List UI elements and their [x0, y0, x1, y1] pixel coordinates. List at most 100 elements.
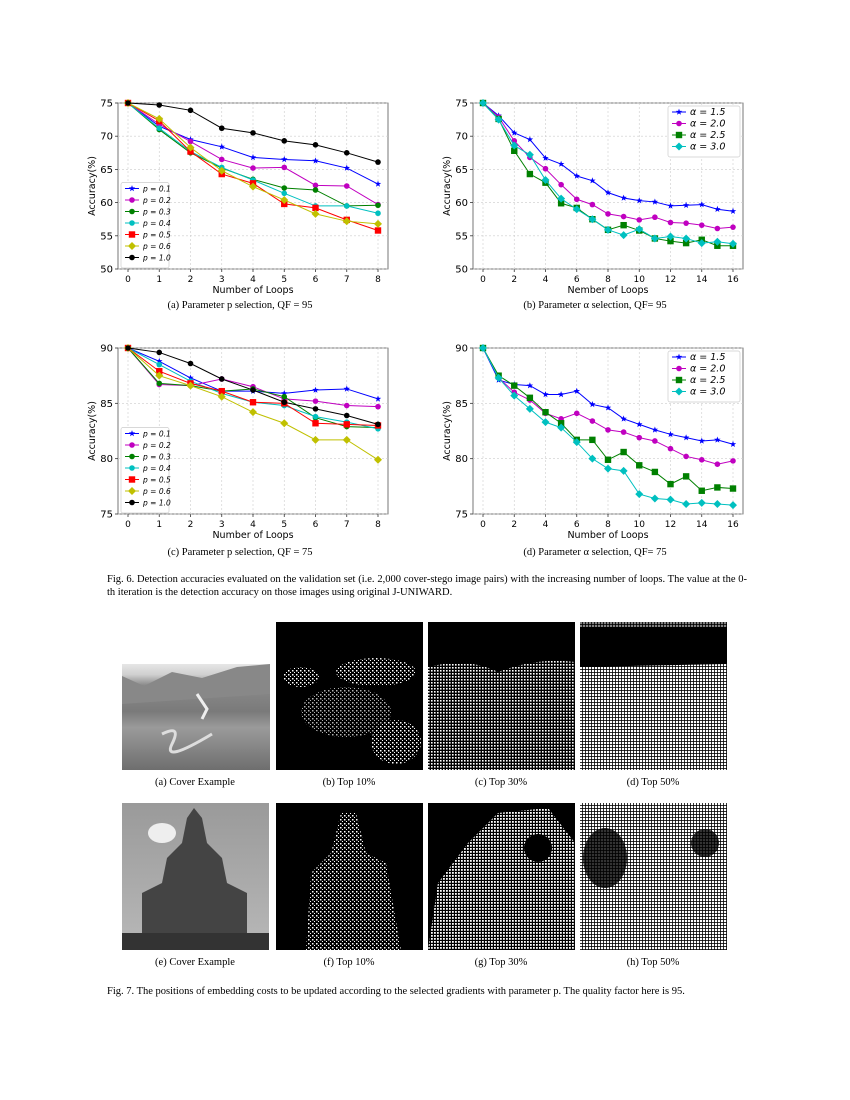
chart-c: 0 1 2 3 4 5 6 7 8 75 80 85 90 Number of Loops Accuracy…	[85, 340, 395, 541]
svg-text:6: 6	[574, 275, 580, 285]
svg-text:4: 4	[250, 275, 256, 285]
svg-text:55: 55	[455, 231, 468, 242]
chart-legend: α = 1.5α = 2.0α = 2.5α = 3.0	[667, 350, 741, 403]
svg-text:α = 3.0: α = 3.0	[690, 142, 725, 153]
svg-text:p = 0.2: p = 0.2	[142, 196, 171, 205]
svg-text:12: 12	[665, 275, 676, 285]
svg-text:p = 0.1: p = 0.1	[142, 185, 171, 194]
svg-text:60: 60	[100, 198, 113, 209]
svg-text:Accuracy(%): Accuracy(%)	[87, 401, 98, 461]
svg-text:14: 14	[696, 520, 708, 530]
svg-text:Nember of Loops: Nember of Loops	[568, 285, 649, 295]
fig7-caption-b: (b) Top 10%	[322, 777, 376, 788]
svg-text:7: 7	[344, 275, 350, 285]
svg-text:α = 2.0: α = 2.0	[690, 119, 725, 130]
svg-text:4: 4	[250, 520, 256, 530]
svg-text:8: 8	[605, 520, 611, 530]
svg-text:4: 4	[543, 520, 549, 530]
fig7-caption-g: (g) Top 30%	[474, 957, 528, 968]
chart-legend: α = 1.5α = 2.0α = 2.5α = 3.0	[667, 105, 741, 158]
svg-text:α = 1.5: α = 1.5	[690, 107, 725, 118]
fig6-caption: Fig. 6. Detection accuracies evaluated o…	[107, 574, 747, 598]
series-line	[479, 99, 737, 248]
svg-text:8: 8	[605, 275, 611, 285]
svg-text:75: 75	[455, 99, 468, 110]
svg-text:p = 0.3: p = 0.3	[142, 453, 171, 462]
mask-top10-row1	[276, 622, 423, 770]
fig7-caption-a: (a) Cover Example	[155, 777, 235, 788]
svg-text:Number of Loops: Number of Loops	[212, 530, 293, 540]
svg-text:55: 55	[100, 231, 113, 242]
svg-text:Number of Loops: Number of Loops	[212, 285, 293, 295]
svg-text:p = 0.2: p = 0.2	[142, 441, 171, 450]
svg-text:p = 0.6: p = 0.6	[142, 242, 171, 251]
series-line	[479, 344, 737, 447]
svg-text:1: 1	[156, 520, 162, 530]
cover-image-mountains	[122, 664, 270, 770]
svg-text:4: 4	[543, 275, 549, 285]
chart-legend: p = 0.1 p = 0.2 p = 0.3 p = 0.4 p = 0.5 p = 0…	[120, 182, 171, 269]
svg-text:3: 3	[219, 275, 225, 285]
svg-text:70: 70	[455, 132, 468, 143]
svg-text:10: 10	[634, 275, 646, 285]
fig7-caption-f: (f) Top 10%	[323, 957, 375, 968]
svg-text:8: 8	[375, 275, 381, 285]
fig7-caption-h: (h) Top 50%	[626, 957, 680, 968]
svg-text:p = 1.0: p = 1.0	[142, 499, 171, 508]
chart-d: 0 2 4 6 8 10 12 14 16 75 80 85 90 Number of Loops Accu…	[440, 340, 750, 541]
svg-text:14: 14	[696, 275, 708, 285]
chart-a: 0 1 2 3 4 5 6 7 8 50 55 60 65 70 75 Number of Loops Accu…	[85, 95, 395, 296]
svg-text:60: 60	[455, 198, 468, 209]
svg-text:0: 0	[480, 275, 486, 285]
svg-text:2: 2	[188, 520, 194, 530]
series-line	[124, 344, 382, 464]
svg-text:1: 1	[156, 275, 162, 285]
svg-text:12: 12	[665, 520, 676, 530]
chart-legend: p = 0.1 p = 0.2 p = 0.3 p = 0.4 p = 0.5 p = 0…	[120, 427, 171, 514]
mask-top30-row1	[428, 622, 575, 770]
series-line	[125, 100, 381, 165]
svg-text:75: 75	[100, 99, 113, 110]
svg-text:0: 0	[125, 275, 131, 285]
svg-text:p = 0.4: p = 0.4	[142, 219, 171, 228]
series-line	[125, 345, 381, 428]
svg-text:2: 2	[511, 520, 517, 530]
chart-b: 0 2 4 6 8 10 12 14 16 50 55 60 65 70 75 Nember of Loops…	[440, 95, 750, 296]
mask-top30-row2	[428, 803, 575, 950]
series-line	[479, 344, 737, 510]
svg-text:p = 0.1: p = 0.1	[142, 430, 171, 439]
caption-d: (d) Parameter α selection, QF= 75	[523, 547, 667, 558]
svg-text:10: 10	[634, 520, 646, 530]
svg-text:5: 5	[281, 275, 287, 285]
svg-text:α = 1.5: α = 1.5	[690, 352, 725, 363]
svg-text:6: 6	[313, 275, 319, 285]
svg-text:7: 7	[344, 520, 350, 530]
svg-text:2: 2	[511, 275, 517, 285]
svg-text:75: 75	[455, 510, 468, 521]
svg-text:65: 65	[455, 165, 468, 176]
svg-text:65: 65	[100, 165, 113, 176]
svg-text:16: 16	[727, 520, 739, 530]
svg-text:Accuracy(%): Accuracy(%)	[442, 401, 453, 461]
mask-top50-row1	[580, 622, 727, 770]
svg-text:90: 90	[100, 344, 113, 355]
svg-text:p = 0.5: p = 0.5	[142, 476, 171, 485]
svg-text:α = 2.5: α = 2.5	[690, 130, 725, 141]
series-line	[124, 99, 382, 228]
svg-text:3: 3	[219, 520, 225, 530]
svg-text:2: 2	[188, 275, 194, 285]
svg-text:5: 5	[281, 520, 287, 530]
svg-text:16: 16	[727, 275, 739, 285]
mask-top50-row2	[580, 803, 727, 950]
svg-text:70: 70	[100, 132, 113, 143]
svg-text:6: 6	[574, 520, 580, 530]
svg-text:85: 85	[100, 399, 113, 410]
svg-text:Accuracy(%): Accuracy(%)	[87, 156, 98, 216]
svg-text:50: 50	[455, 265, 468, 276]
svg-text:Accuracy(%): Accuracy(%)	[442, 156, 453, 216]
svg-text:Number of Loops: Number of Loops	[567, 530, 648, 540]
svg-text:α = 2.5: α = 2.5	[690, 375, 725, 386]
fig7-caption-c: (c) Top 30%	[474, 777, 528, 788]
cover-image-church	[122, 803, 269, 950]
svg-text:p = 0.6: p = 0.6	[142, 487, 171, 496]
